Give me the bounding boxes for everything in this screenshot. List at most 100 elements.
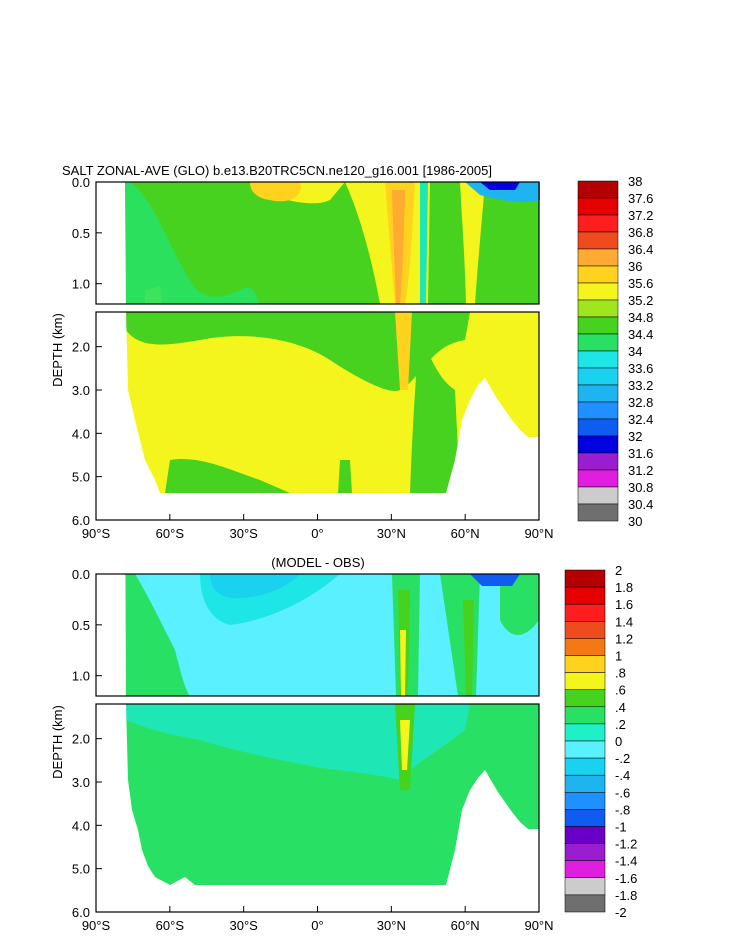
colorbar-box bbox=[577, 452, 619, 471]
colorbar-label: 30.4 bbox=[628, 497, 653, 512]
contour-region bbox=[465, 182, 540, 203]
colorbar-box bbox=[564, 689, 606, 708]
y-tick-labels: 0.0 0.5 1.0 2.0 3.0 4.0 5.0 6.0 bbox=[72, 567, 102, 920]
land-mask-south bbox=[96, 574, 126, 696]
colorbar-box bbox=[577, 265, 619, 284]
colorbar-label: 33.2 bbox=[628, 378, 653, 393]
x-tick-label: 90°N bbox=[524, 526, 553, 541]
colorbar-label: 32 bbox=[628, 429, 642, 444]
colorbar: 21.81.61.41.21.8.6.4.20-.2-.4-.6-.8-1-1.… bbox=[564, 563, 637, 920]
y-tick-label: 5.0 bbox=[72, 862, 90, 877]
colorbar-box bbox=[577, 299, 619, 318]
y-tick-labels: 0.0 0.5 1.0 2.0 3.0 4.0 5.0 6.0 bbox=[72, 175, 102, 528]
colorbar-label: 1.2 bbox=[615, 631, 633, 646]
y-tick-label: 3.0 bbox=[72, 383, 90, 398]
contour-region bbox=[463, 600, 474, 696]
colorbar-label: .6 bbox=[615, 683, 626, 698]
lower-depth-section bbox=[95, 311, 540, 521]
contour-region bbox=[500, 574, 539, 635]
colorbar-label: 38 bbox=[628, 174, 642, 189]
contour-region bbox=[338, 460, 352, 493]
colorbar-box bbox=[564, 672, 606, 690]
colorbar-label: 1.4 bbox=[615, 614, 633, 629]
y-tick-label: 2.0 bbox=[72, 340, 90, 355]
x-tick-label: 60°N bbox=[451, 526, 480, 541]
y-tick-label: 0.0 bbox=[72, 175, 90, 190]
colorbar-label: -2 bbox=[615, 905, 627, 920]
land-mask-south bbox=[96, 182, 126, 304]
y-tick-label: 5.0 bbox=[72, 470, 90, 485]
contour-region bbox=[410, 330, 460, 493]
contour-region bbox=[165, 459, 290, 493]
colorbar-box bbox=[564, 757, 606, 776]
colorbar-box bbox=[564, 655, 606, 673]
y-tick-label: 4.0 bbox=[72, 818, 90, 833]
contour-region bbox=[126, 704, 470, 780]
plot-frame bbox=[95, 573, 540, 697]
colorbar-label: .8 bbox=[615, 666, 626, 681]
y-tick-label: 3.0 bbox=[72, 775, 90, 790]
colorbar-label: 30 bbox=[628, 514, 642, 529]
colorbar-label: 36 bbox=[628, 259, 642, 274]
upper-depth-section bbox=[95, 181, 540, 305]
colorbar-box bbox=[564, 809, 606, 827]
colorbar-box bbox=[564, 894, 606, 913]
x-tick-label: 60°N bbox=[451, 918, 480, 933]
colorbar: 38 37.6 37.2 36.8 36.4 36 35.6 35.2 34.8 34.4 34 33… bbox=[577, 174, 653, 529]
land-mask bbox=[96, 704, 446, 912]
x-tick-labels: 90°S 60°S 30°S 0° 30°N 60°N 90°N bbox=[82, 514, 554, 541]
y-axis-label: DEPTH (km) bbox=[50, 705, 65, 779]
colorbar-box bbox=[577, 435, 619, 454]
y-tick-label: 4.0 bbox=[72, 426, 90, 441]
contour-region bbox=[126, 312, 470, 391]
colorbar-box bbox=[564, 826, 606, 844]
colorbar-box bbox=[577, 282, 619, 301]
x-tick-label: 90°N bbox=[524, 918, 553, 933]
colorbar-box bbox=[577, 214, 619, 233]
x-tick-label: 0° bbox=[311, 918, 323, 933]
colorbar-label: 36.8 bbox=[628, 225, 653, 240]
x-tick-label: 30°S bbox=[229, 918, 258, 933]
colorbar-label: 0 bbox=[615, 734, 622, 749]
colorbar-box bbox=[564, 792, 606, 810]
contour-region bbox=[470, 574, 520, 586]
contour-region bbox=[290, 360, 420, 493]
colorbar-label: 34 bbox=[628, 344, 642, 359]
contour-region bbox=[392, 190, 405, 304]
colorbar-box bbox=[577, 469, 619, 488]
colorbar-label: -1 bbox=[615, 820, 627, 835]
y-axis-label: DEPTH (km) bbox=[50, 313, 65, 387]
colorbar-box bbox=[564, 706, 606, 725]
colorbar-label: 1 bbox=[615, 649, 622, 664]
contour-region bbox=[400, 630, 406, 696]
colorbar-label: 37.2 bbox=[628, 208, 653, 223]
x-tick-label: 30°N bbox=[377, 918, 406, 933]
colorbar-box bbox=[564, 774, 606, 793]
x-tick-label: 30°S bbox=[229, 526, 258, 541]
colorbar-box bbox=[577, 248, 619, 267]
colorbar-box bbox=[577, 197, 619, 216]
colorbar-box bbox=[564, 877, 606, 896]
difference-panel: (MODEL - OBS) DEPTH (km) bbox=[50, 555, 637, 933]
panel-title: SALT ZONAL-AVE (GLO) b.e13.B20TRC5CN.ne1… bbox=[62, 163, 492, 178]
x-tick-label: 60°S bbox=[156, 526, 185, 541]
colorbar-box bbox=[577, 231, 619, 250]
contour-region bbox=[210, 574, 300, 599]
colorbar-box bbox=[564, 740, 606, 759]
y-tick-label: 1.0 bbox=[72, 669, 90, 684]
y-tick-label: 6.0 bbox=[72, 905, 90, 920]
colorbar-label: -1.4 bbox=[615, 854, 637, 869]
colorbar-label: 32.8 bbox=[628, 395, 653, 410]
contour-region bbox=[460, 182, 485, 304]
salinity-panel: SALT ZONAL-AVE (GLO) b.e13.B20TRC5CN.ne1… bbox=[50, 163, 653, 541]
colorbar-box bbox=[564, 586, 606, 605]
lower-depth-section bbox=[95, 703, 540, 913]
land-mask bbox=[446, 770, 539, 912]
colorbar-label: 34.4 bbox=[628, 327, 653, 342]
colorbar-label: -.8 bbox=[615, 802, 630, 817]
colorbar-label: 2 bbox=[615, 563, 622, 578]
colorbar-label: 36.4 bbox=[628, 242, 653, 257]
contour-region bbox=[395, 312, 412, 390]
colorbar-box bbox=[577, 418, 619, 437]
land-mask bbox=[96, 312, 446, 520]
